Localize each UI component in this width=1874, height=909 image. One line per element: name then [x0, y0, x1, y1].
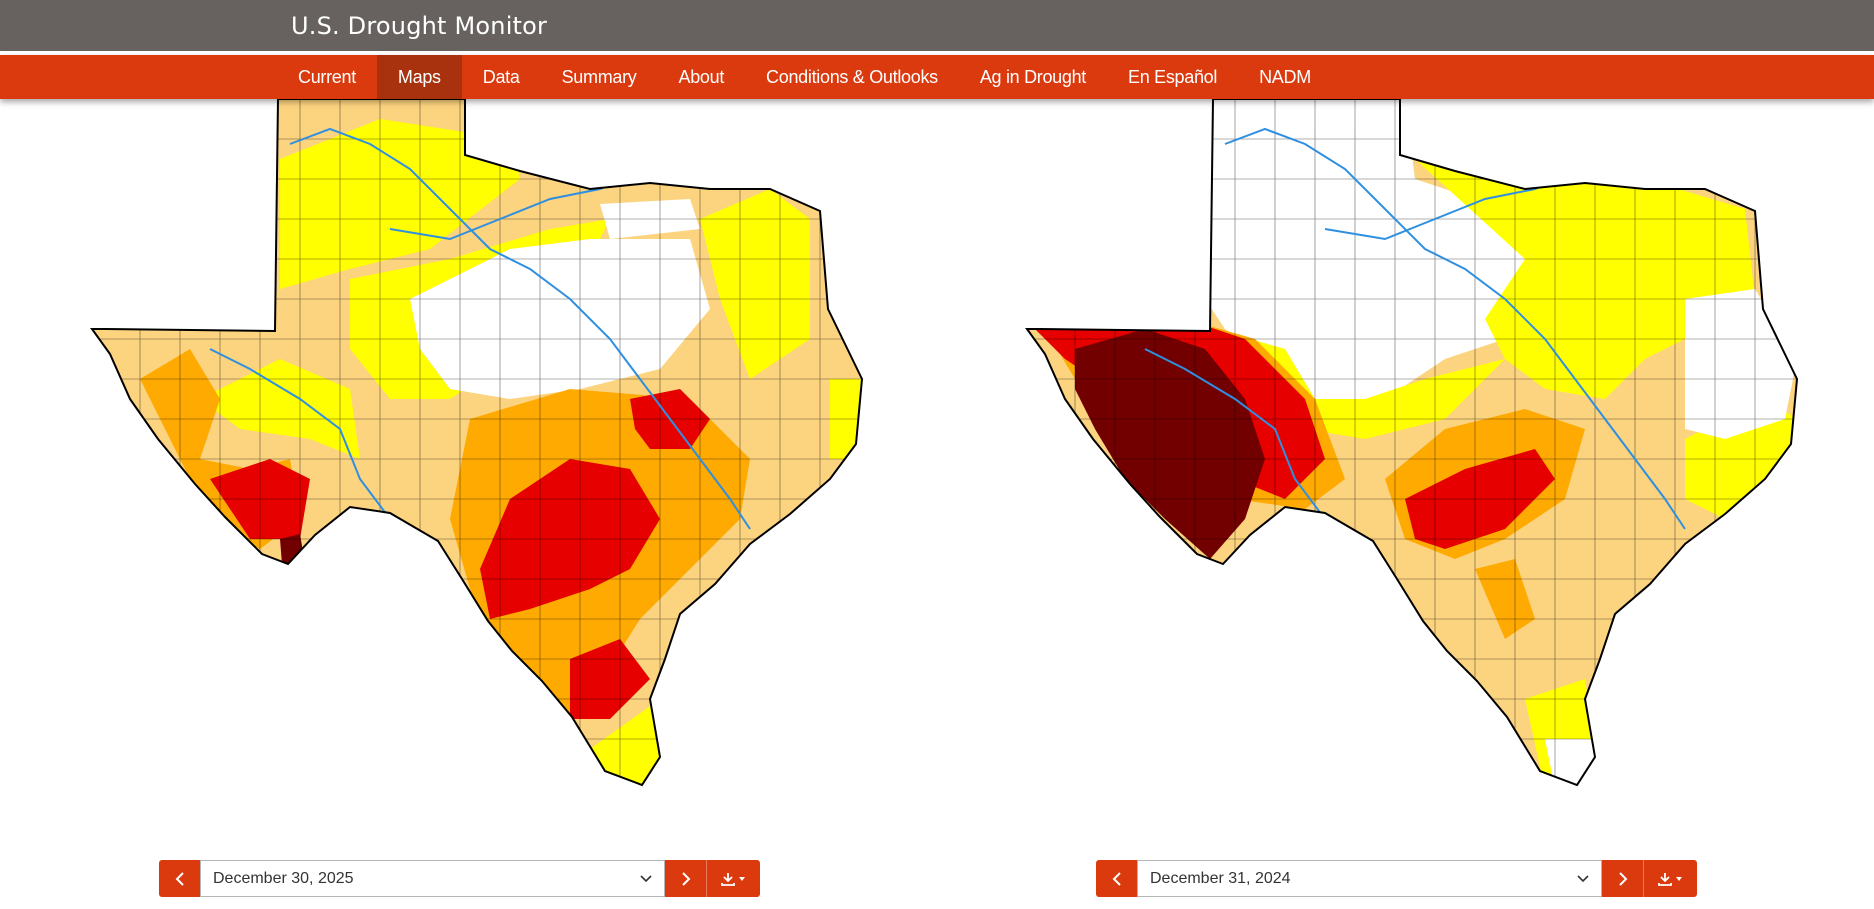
- download-button-right[interactable]: [1643, 860, 1697, 897]
- nav-item-maps[interactable]: Maps: [376, 55, 462, 99]
- download-button-left[interactable]: [706, 860, 760, 897]
- site-header: U.S. Drought Monitor: [0, 0, 1874, 53]
- chevron-left-icon: [175, 871, 184, 886]
- site-title[interactable]: U.S. Drought Monitor: [291, 12, 548, 40]
- texas-drought-map-2024: [1025, 99, 1799, 787]
- nav-item-ag-in-drought[interactable]: Ag in Drought: [979, 67, 1087, 87]
- nav-items: Current Maps Data Summary About Conditio…: [277, 55, 1332, 99]
- selected-date-left: December 30, 2025: [213, 869, 354, 887]
- next-date-button-right[interactable]: [1602, 860, 1643, 897]
- texas-drought-map-2025: [90, 99, 864, 787]
- drought-map-right: [985, 99, 1805, 799]
- chevron-right-icon: [1618, 871, 1627, 886]
- drought-map-left: [50, 99, 870, 799]
- date-select-left[interactable]: December 30, 2025: [200, 860, 665, 897]
- nav-item-about[interactable]: About: [678, 67, 725, 87]
- date-select-right[interactable]: December 31, 2024: [1137, 860, 1602, 897]
- chevron-down-icon: [1577, 874, 1589, 882]
- chevron-right-icon: [681, 871, 690, 886]
- nav-item-data[interactable]: Data: [482, 67, 520, 87]
- nav-item-conditions-outlooks[interactable]: Conditions & Outlooks: [766, 67, 938, 87]
- nav-item-nadm[interactable]: NADM: [1259, 67, 1311, 87]
- date-control-left: December 30, 2025: [159, 860, 760, 897]
- main-nav: Current Maps Data Summary About Conditio…: [0, 55, 1874, 99]
- next-date-button-left[interactable]: [665, 860, 706, 897]
- prev-date-button-left[interactable]: [159, 860, 200, 897]
- download-icon: [1657, 872, 1682, 886]
- date-control-right: December 31, 2024: [1096, 860, 1697, 897]
- chevron-left-icon: [1112, 871, 1121, 886]
- nav-item-summary[interactable]: Summary: [561, 67, 637, 87]
- download-icon: [720, 872, 745, 886]
- selected-date-right: December 31, 2024: [1150, 869, 1291, 887]
- chevron-down-icon: [640, 874, 652, 882]
- nav-item-current[interactable]: Current: [298, 67, 356, 87]
- prev-date-button-right[interactable]: [1096, 860, 1137, 897]
- nav-item-en-espanol[interactable]: En Español: [1128, 67, 1218, 87]
